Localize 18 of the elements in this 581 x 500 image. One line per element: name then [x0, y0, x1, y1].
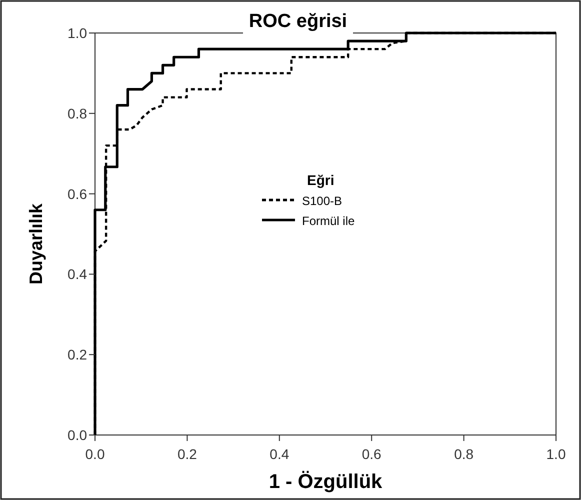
x-tick-label: 0.4 — [270, 446, 290, 462]
x-tick-label: 0.2 — [177, 446, 198, 462]
legend-label: Formül ile — [302, 214, 355, 228]
legend-title: Eğri — [307, 172, 334, 188]
chart-title: ROC eğrisi — [248, 11, 348, 32]
legend-label: S100-B — [302, 194, 342, 208]
y-tick-label: 0.4 — [68, 266, 88, 282]
y-tick-label: 0.8 — [68, 105, 88, 122]
y-tick-label: 0.0 — [68, 427, 88, 443]
x-tick-label: 0.6 — [362, 446, 382, 462]
x-axis-title: 1 - Özgüllük — [268, 470, 384, 493]
y-tick-label: 0.2 — [68, 346, 88, 363]
x-tick-label: 0.8 — [454, 446, 474, 462]
x-tick-label: 0.0 — [85, 446, 105, 462]
y-tick-label: 1.0 — [68, 25, 88, 41]
x-tick-label: 1.0 — [546, 446, 566, 462]
y-axis-title: Duyarlılık — [26, 202, 46, 285]
y-tick-label: 0.6 — [68, 186, 88, 202]
